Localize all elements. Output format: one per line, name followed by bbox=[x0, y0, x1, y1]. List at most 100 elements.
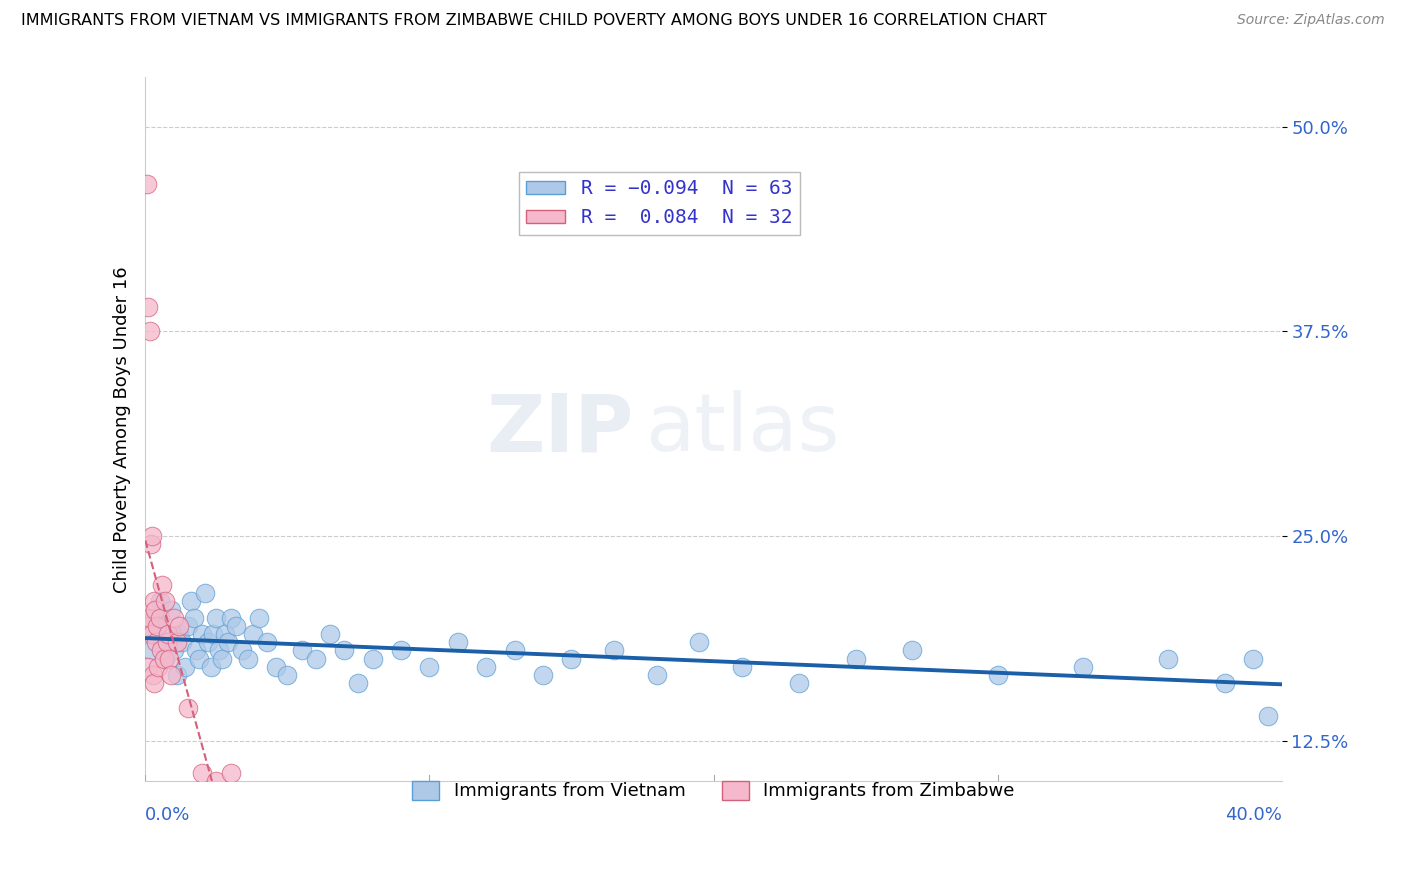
Point bbox=[645, 668, 668, 682]
Point bbox=[276, 668, 298, 682]
Point bbox=[236, 651, 259, 665]
Point bbox=[177, 700, 200, 714]
Point bbox=[264, 660, 287, 674]
Point bbox=[169, 627, 191, 641]
Text: IMMIGRANTS FROM VIETNAM VS IMMIGRANTS FROM ZIMBABWE CHILD POVERTY AMONG BOYS UND: IMMIGRANTS FROM VIETNAM VS IMMIGRANTS FR… bbox=[21, 13, 1047, 29]
Point bbox=[205, 774, 228, 789]
Point bbox=[787, 676, 810, 690]
Point bbox=[148, 611, 170, 625]
Text: 0.0%: 0.0% bbox=[145, 806, 191, 824]
Text: Source: ZipAtlas.com: Source: ZipAtlas.com bbox=[1237, 13, 1385, 28]
Point bbox=[211, 651, 233, 665]
Point bbox=[225, 619, 247, 633]
Point bbox=[145, 635, 167, 649]
Point bbox=[166, 635, 188, 649]
Point bbox=[143, 676, 166, 690]
Point bbox=[188, 651, 211, 665]
Point bbox=[503, 643, 526, 657]
Point bbox=[191, 627, 214, 641]
Point bbox=[191, 766, 214, 780]
Point bbox=[135, 177, 157, 191]
Point bbox=[1257, 709, 1279, 723]
Point bbox=[142, 668, 165, 682]
Point bbox=[146, 660, 169, 674]
Point bbox=[560, 651, 582, 665]
Point bbox=[145, 619, 167, 633]
Point bbox=[290, 643, 312, 657]
Point bbox=[174, 660, 197, 674]
Point bbox=[145, 619, 167, 633]
Point bbox=[219, 766, 242, 780]
Point bbox=[150, 635, 173, 649]
Point bbox=[138, 619, 160, 633]
Point bbox=[163, 643, 186, 657]
Point bbox=[153, 594, 176, 608]
Point bbox=[418, 660, 440, 674]
Point bbox=[141, 529, 163, 543]
Point bbox=[217, 635, 239, 649]
Point bbox=[172, 635, 194, 649]
Point bbox=[139, 611, 162, 625]
Point bbox=[153, 651, 176, 665]
Point bbox=[166, 668, 188, 682]
Point bbox=[142, 611, 165, 625]
Point bbox=[143, 602, 166, 616]
Point bbox=[142, 594, 165, 608]
Point bbox=[531, 668, 554, 682]
Point bbox=[156, 635, 179, 649]
Point bbox=[180, 594, 202, 608]
Point bbox=[901, 643, 924, 657]
Point bbox=[200, 660, 222, 674]
Point bbox=[1071, 660, 1094, 674]
Point bbox=[1241, 651, 1264, 665]
Point bbox=[247, 611, 270, 625]
Point bbox=[148, 594, 170, 608]
Point bbox=[141, 627, 163, 641]
Point bbox=[214, 627, 236, 641]
Point bbox=[987, 668, 1010, 682]
Legend: Immigrants from Vietnam, Immigrants from Zimbabwe: Immigrants from Vietnam, Immigrants from… bbox=[405, 774, 1022, 807]
Point bbox=[208, 643, 231, 657]
Point bbox=[136, 300, 159, 314]
Point bbox=[186, 643, 208, 657]
Point bbox=[256, 635, 278, 649]
Point bbox=[231, 643, 253, 657]
Point bbox=[169, 619, 191, 633]
Point bbox=[242, 627, 264, 641]
Point bbox=[447, 635, 470, 649]
Point bbox=[845, 651, 868, 665]
Y-axis label: Child Poverty Among Boys Under 16: Child Poverty Among Boys Under 16 bbox=[114, 266, 131, 593]
Point bbox=[319, 627, 342, 641]
Point bbox=[163, 611, 186, 625]
Point bbox=[347, 676, 370, 690]
Point bbox=[183, 611, 205, 625]
Point bbox=[305, 651, 328, 665]
Point bbox=[361, 651, 384, 665]
Point bbox=[152, 651, 174, 665]
Text: 40.0%: 40.0% bbox=[1225, 806, 1282, 824]
Point bbox=[603, 643, 626, 657]
Point bbox=[333, 643, 356, 657]
Point bbox=[157, 627, 180, 641]
Point bbox=[139, 537, 162, 551]
Point bbox=[1213, 676, 1236, 690]
Point bbox=[157, 627, 180, 641]
Point bbox=[389, 643, 412, 657]
Point bbox=[731, 660, 754, 674]
Point bbox=[219, 611, 242, 625]
Point bbox=[149, 643, 172, 657]
Point bbox=[197, 635, 219, 649]
Point bbox=[202, 627, 225, 641]
Point bbox=[136, 660, 159, 674]
Point bbox=[1157, 651, 1180, 665]
Point bbox=[138, 324, 160, 338]
Text: atlas: atlas bbox=[645, 391, 839, 468]
Point bbox=[160, 668, 183, 682]
Point bbox=[688, 635, 710, 649]
Point bbox=[150, 578, 173, 592]
Point bbox=[160, 602, 183, 616]
Point bbox=[139, 643, 162, 657]
Point bbox=[205, 611, 228, 625]
Text: ZIP: ZIP bbox=[486, 391, 634, 468]
Point bbox=[194, 586, 217, 600]
